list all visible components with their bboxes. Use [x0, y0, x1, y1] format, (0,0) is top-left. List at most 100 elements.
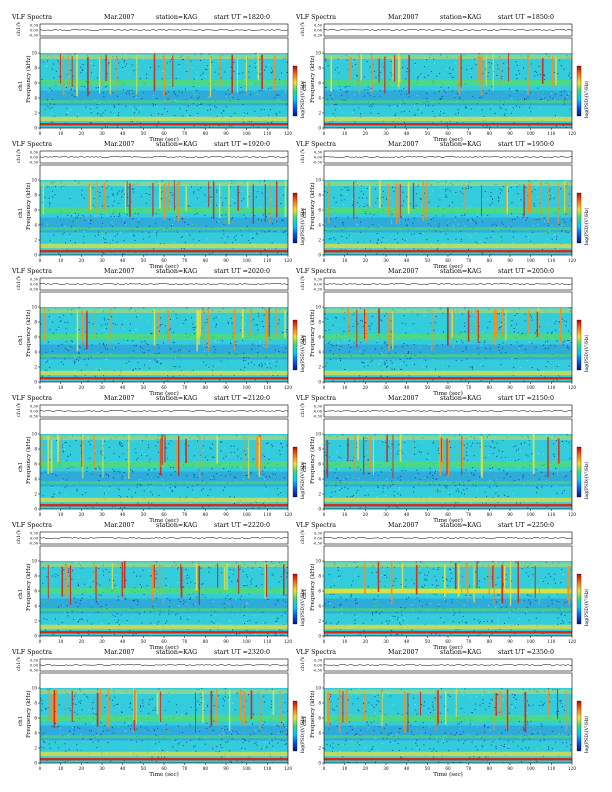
x-tick-label: 30	[99, 512, 105, 517]
colorbar	[292, 573, 298, 625]
y-tick-label: 6	[34, 716, 37, 721]
spectrogram-panel: VLF Spectra Mar.2007 station=KAG start UT =…	[8, 141, 308, 270]
x-axis-label: Time (sec)	[433, 136, 463, 143]
colorbar	[576, 192, 582, 244]
y-tick-label: 0	[318, 126, 321, 131]
spectrogram-panel: VLF Spectra Mar.2007 station=KAG start UT =…	[292, 141, 592, 270]
panel-header: VLF Spectra Mar.2007 station=KAG start UT =…	[292, 14, 592, 23]
x-tick-label: 50	[141, 385, 147, 390]
header-date: Mar.2007	[388, 395, 419, 402]
header-start: start UT =1920:0	[214, 141, 270, 148]
x-tick-label: 0	[39, 639, 42, 644]
spectrogram-image	[324, 292, 572, 382]
y-tick-label: 10	[32, 51, 38, 56]
y-tick-label: 4	[318, 96, 321, 101]
spectrogram-image	[324, 38, 572, 128]
y-tick-label: 2	[318, 492, 321, 497]
x-tick-label: 100	[527, 258, 535, 263]
x-tick-label: 90	[507, 385, 513, 390]
x-tick-label: 70	[182, 385, 188, 390]
amplitude-trace	[323, 664, 573, 666]
colorbar-label: log(PSD)(V²/Hz)	[583, 461, 590, 499]
x-tick-label: 0	[323, 131, 326, 136]
amp-tick-label: 0.00	[314, 29, 323, 33]
colorbar	[576, 700, 582, 752]
y-tick-label: 4	[34, 477, 37, 482]
y-axis-label: Frequency (kHz)	[25, 55, 32, 103]
amp-tick-label: -0.30	[29, 34, 39, 38]
x-tick-label: 80	[203, 385, 209, 390]
amp-tick-label: 0.30	[30, 278, 39, 282]
panel-header: VLF Spectra Mar.2007 station=KAG start UT =…	[292, 268, 592, 277]
amp-tick-label: 0.30	[314, 405, 323, 409]
x-tick-label: 20	[363, 258, 369, 263]
x-tick-label: 70	[466, 385, 472, 390]
x-tick-label: 50	[425, 512, 431, 517]
x-tick-label: 80	[203, 639, 209, 644]
amp-tick-label: 0.00	[30, 410, 39, 414]
x-tick-label: 80	[203, 512, 209, 517]
y-tick-label: 6	[318, 81, 321, 86]
x-tick-label: 90	[507, 766, 513, 771]
header-title: VLF Spectra	[296, 649, 336, 656]
header-date: Mar.2007	[388, 268, 419, 275]
x-tick-label: 110	[263, 512, 271, 517]
x-tick-label: 20	[363, 385, 369, 390]
x-tick-label: 80	[203, 258, 209, 263]
spectrogram-image	[40, 165, 288, 255]
x-tick-label: 60	[445, 639, 451, 644]
amp-tick-label: -0.30	[29, 415, 39, 419]
y-tick-label: 2	[34, 365, 37, 370]
y-tick-label: 4	[34, 604, 37, 609]
y-tick-label: 8	[318, 193, 321, 198]
amp-axis-label: ch1(V)	[299, 657, 306, 671]
y-tick-label: 4	[318, 223, 321, 228]
amp-tick-label: 0.30	[314, 151, 323, 155]
x-tick-label: 120	[284, 258, 292, 263]
header-station: station=KAG	[156, 141, 198, 148]
amp-axis-label: ch1(V)	[299, 530, 306, 544]
x-tick-label: 110	[547, 131, 555, 136]
amp-tick-label: -0.30	[29, 669, 39, 673]
x-tick-label: 20	[363, 639, 369, 644]
x-tick-label: 40	[120, 766, 126, 771]
panel-header: VLF Spectra Mar.2007 station=KAG start UT =…	[8, 395, 308, 404]
x-tick-label: 90	[223, 385, 229, 390]
x-tick-label: 40	[120, 385, 126, 390]
header-station: station=KAG	[440, 268, 482, 275]
x-tick-label: 90	[507, 639, 513, 644]
x-axis-label: Time (sec)	[149, 644, 179, 651]
header-start: start UT =2320:0	[214, 649, 270, 656]
y-tick-label: 0	[318, 507, 321, 512]
x-tick-label: 120	[284, 512, 292, 517]
header-title: VLF Spectra	[296, 522, 336, 529]
y-tick-label: 2	[318, 365, 321, 370]
amp-tick-label: 0.00	[30, 664, 39, 668]
spectrogram-image	[324, 165, 572, 255]
amp-tick-label: -0.30	[313, 34, 323, 38]
y-tick-label: 6	[34, 208, 37, 213]
y-tick-label: 4	[34, 223, 37, 228]
x-tick-label: 70	[466, 131, 472, 136]
header-station: station=KAG	[156, 522, 198, 529]
x-tick-label: 80	[487, 766, 493, 771]
x-tick-label: 100	[527, 766, 535, 771]
y-tick-label: 8	[34, 701, 37, 706]
y-tick-label: 2	[34, 238, 37, 243]
x-tick-label: 80	[203, 131, 209, 136]
panel-header: VLF Spectra Mar.2007 station=KAG start UT =…	[8, 14, 308, 23]
y-tick-label: 0	[34, 126, 37, 131]
y-tick-label: 4	[318, 477, 321, 482]
header-title: VLF Spectra	[296, 14, 336, 21]
x-tick-label: 110	[547, 258, 555, 263]
spectrogram-image	[324, 546, 572, 636]
amp-axis-label: ch1(V)	[15, 22, 22, 36]
header-start: start UT =2250:0	[498, 522, 554, 529]
header-title: VLF Spectra	[12, 14, 52, 21]
channel-label: ch1	[18, 208, 24, 218]
y-axis-label: Frequency (kHz)	[309, 182, 316, 230]
x-tick-label: 10	[58, 639, 64, 644]
